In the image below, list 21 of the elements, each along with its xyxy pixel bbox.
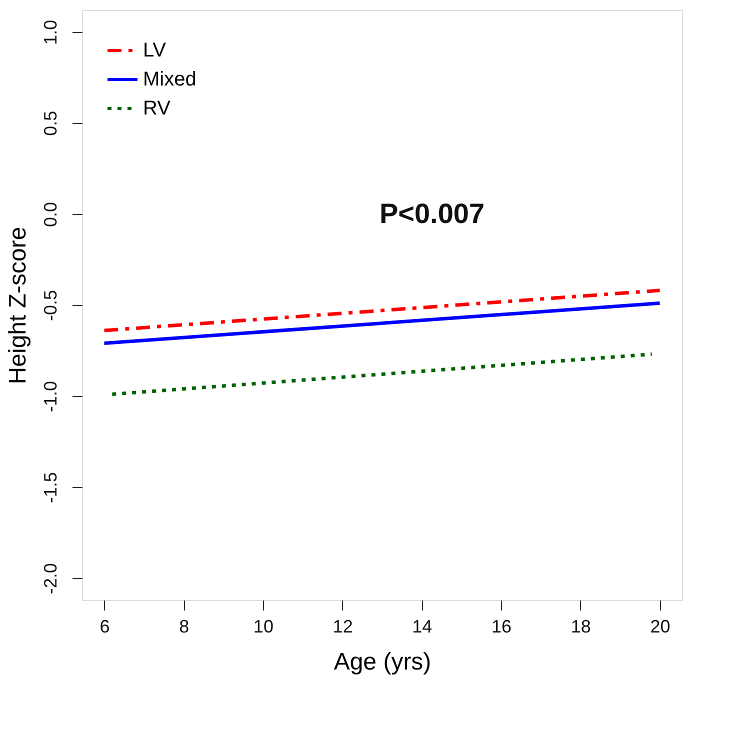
x-tick-label: 6 [100, 616, 110, 636]
y-axis-title: Height Z-score [4, 226, 32, 384]
x-tick-label: 20 [650, 616, 670, 636]
annotation: P<0.007 [379, 198, 485, 229]
legend-label: RV [143, 98, 172, 120]
legend-label: Mixed [143, 68, 196, 90]
x-tick-label: 18 [570, 616, 591, 636]
y-tick-label: -1.5 [40, 472, 60, 504]
y-tick-label: -2.0 [40, 563, 60, 594]
y-tick-label: 1.0 [40, 20, 60, 45]
x-tick-label: 10 [253, 616, 274, 636]
x-axis-title: Age (yrs) [334, 648, 432, 676]
y-tick-label: 0.0 [40, 202, 60, 227]
x-tick-label: 12 [332, 616, 353, 636]
x-tick-label: 16 [492, 616, 512, 636]
legend-label: LV [143, 40, 167, 62]
y-tick-label: 0.5 [40, 110, 60, 136]
x-tick-label: 8 [179, 616, 190, 636]
x-tick-label: 14 [412, 616, 432, 636]
y-tick-label: -1.0 [40, 381, 60, 412]
y-tick-label: -0.5 [40, 290, 60, 322]
